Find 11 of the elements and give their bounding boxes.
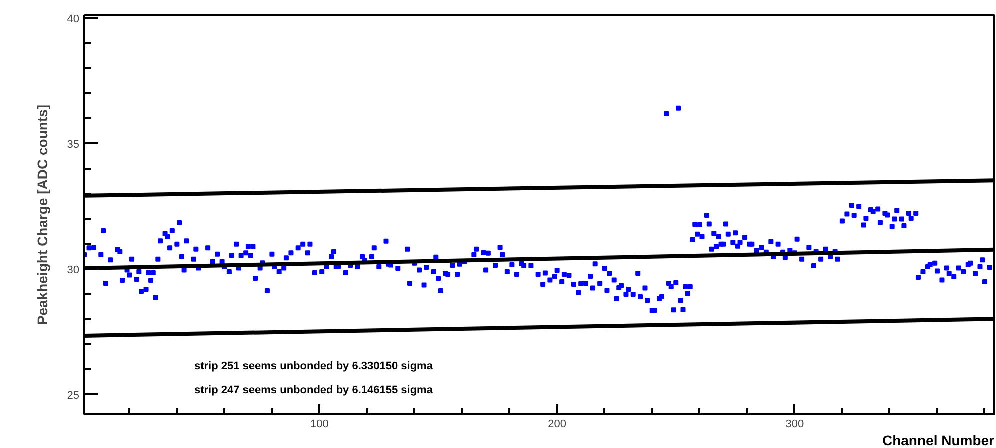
y-tick-label: 35: [67, 138, 80, 151]
x-tick-label: 100: [310, 418, 329, 430]
annotation: strip 247 seems unbonded by 6.146155 sigma: [194, 384, 434, 396]
y-tick-label: 30: [67, 264, 80, 276]
y-tick-label: 40: [67, 14, 80, 26]
y-tick-label: 25: [67, 390, 80, 402]
x-tick-label: 300: [786, 418, 804, 430]
x-tick-label: 200: [548, 418, 567, 430]
x-axis-title: Channel Number: [882, 432, 996, 448]
annotation: strip 251 seems unbonded by 6.330150 sigma: [194, 360, 434, 372]
y-axis-title: Peakheight Charge [ADC counts]: [34, 104, 50, 326]
